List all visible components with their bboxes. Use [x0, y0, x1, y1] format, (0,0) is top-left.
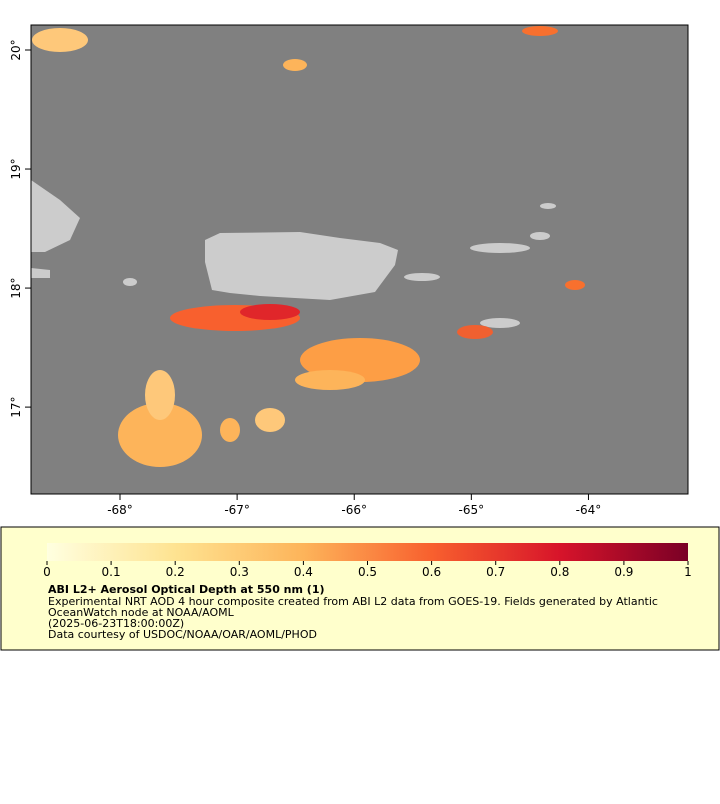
colorbar-tick-label: 0.1	[102, 565, 121, 579]
y-tick-label: 17°	[9, 396, 23, 417]
x-tick-label: -64°	[576, 503, 602, 517]
colorbar-tick-label: 0.9	[614, 565, 633, 579]
colorbar-tick-label: 0.7	[486, 565, 505, 579]
aerosol-field	[32, 26, 585, 467]
legend-line: OceanWatch node at NOAA/AOML	[48, 606, 235, 619]
colorbar-tick-label: 0.8	[550, 565, 569, 579]
colorbar-tick-label: 0.2	[166, 565, 185, 579]
land	[31, 180, 556, 328]
y-tick-label: 18°	[9, 277, 23, 298]
x-tick-label: -66°	[341, 503, 367, 517]
x-tick-label: -67°	[224, 503, 250, 517]
legend-title: ABI L2+ Aerosol Optical Depth at 550 nm …	[48, 583, 325, 596]
legend-line: Experimental NRT AOD 4 hour composite cr…	[48, 595, 658, 608]
colorbar-tick-label: 0.3	[230, 565, 249, 579]
y-tick-label: 19°	[9, 158, 23, 179]
colorbar-tick-label: 0.5	[358, 565, 377, 579]
map-frame	[30, 24, 689, 495]
x-tick-label: -65°	[459, 503, 485, 517]
y-tick-label: 20°	[9, 39, 23, 60]
legend-line: (2025-06-23T18:00:00Z)	[48, 617, 184, 630]
colorbar-tick-label: 0	[43, 565, 51, 579]
x-tick-label: -68°	[107, 503, 133, 517]
colorbar-tick-label: 0.4	[294, 565, 313, 579]
colorbar	[47, 543, 688, 561]
legend-line: Data courtesy of USDOC/NOAA/OAR/AOML/PHO…	[48, 628, 317, 641]
colorbar-tick-label: 0.6	[422, 565, 441, 579]
colorbar-tick-label: 1	[684, 565, 692, 579]
